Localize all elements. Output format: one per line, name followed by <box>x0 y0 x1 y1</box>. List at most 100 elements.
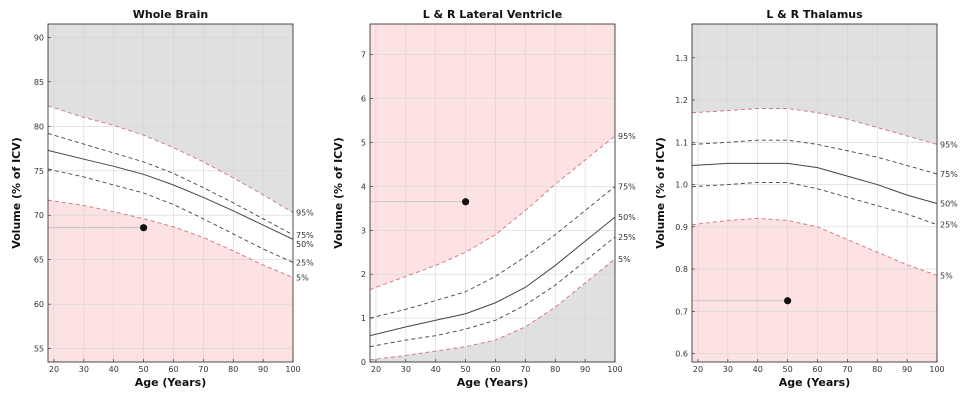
percentile-label: 25% <box>296 258 314 267</box>
x-tick-label: 50 <box>139 365 149 374</box>
x-tick-label: 60 <box>168 365 178 374</box>
x-tick-label: 30 <box>723 365 733 374</box>
percentile-label: 75% <box>618 182 636 191</box>
percentile-curve-25pct <box>48 168 293 263</box>
region-above-95 <box>48 24 293 213</box>
region-below-5 <box>370 258 615 362</box>
percentile-label: 95% <box>296 209 314 218</box>
percentile-label: 50% <box>618 213 636 222</box>
x-tick-label: 70 <box>842 365 852 374</box>
x-axis-label: Age (Years) <box>779 376 851 389</box>
x-tick-label: 80 <box>872 365 882 374</box>
plot-frame <box>691 23 938 363</box>
x-axis-label: Age (Years) <box>135 376 207 389</box>
chart-panel-1: 20 30 40 50 60 70 80 90 100 55 60 65 70 75 80 85 90 95% 75… <box>10 8 314 389</box>
percentile-label: 95% <box>618 132 636 141</box>
x-tick-label: 40 <box>753 365 763 374</box>
x-tick-label: 70 <box>520 365 530 374</box>
y-tick-label: 75 <box>34 167 44 176</box>
percentile-label: 75% <box>940 170 958 179</box>
percentile-curve-5pct <box>370 258 615 361</box>
x-tick-label: 20 <box>693 365 703 374</box>
y-tick-label: 1.0 <box>675 181 688 190</box>
percentile-label: 25% <box>940 221 958 230</box>
chart-panel-3: 20 30 40 50 60 70 80 90 100 0.6 0.7 0.8 0.9 1.0 1.1 1.2… <box>654 8 958 389</box>
y-axis-label: Volume (% of ICV) <box>654 137 667 249</box>
y-tick-label: 0.7 <box>675 307 688 316</box>
percentile-curve-50pct <box>370 216 615 337</box>
x-tick-label: 40 <box>109 365 119 374</box>
x-tick-label: 50 <box>783 365 793 374</box>
x-tick-label: 50 <box>461 365 471 374</box>
x-tick-label: 80 <box>550 365 560 374</box>
x-tick-label: 20 <box>49 365 59 374</box>
y-tick-label: 1.3 <box>675 54 688 63</box>
x-tick-label: 30 <box>401 365 411 374</box>
percentile-label: 95% <box>940 140 958 149</box>
percentile-curve-75pct <box>370 186 615 319</box>
x-tick-label: 30 <box>79 365 89 374</box>
x-tick-label: 40 <box>431 365 441 374</box>
y-axis-label: Volume (% of ICV) <box>332 137 345 249</box>
x-tick-label: 100 <box>929 365 944 374</box>
percentile-curve-95pct <box>692 108 937 145</box>
y-tick-label: 7 <box>361 51 366 60</box>
y-tick-label: 1 <box>361 314 366 323</box>
plot-frame <box>369 23 616 363</box>
y-tick-label: 2 <box>361 270 366 279</box>
chart-title: L & R Thalamus <box>766 8 863 21</box>
percentile-curve-50pct <box>48 149 293 240</box>
y-tick-label: 1.2 <box>675 96 688 105</box>
percentile-curve-5pct <box>48 199 293 278</box>
y-tick-label: 0.8 <box>675 265 688 274</box>
y-tick-label: 90 <box>34 33 44 42</box>
x-tick-label: 100 <box>607 365 622 374</box>
x-tick-label: 60 <box>812 365 822 374</box>
percentile-label: 5% <box>296 274 309 283</box>
y-tick-label: 1.1 <box>675 138 688 147</box>
percentile-curve-50pct <box>692 162 937 205</box>
percentile-curve-75pct <box>48 132 293 236</box>
y-tick-label: 4 <box>361 182 366 191</box>
y-tick-label: 80 <box>34 122 44 131</box>
y-tick-label: 85 <box>34 78 44 87</box>
region-below-5 <box>48 200 293 362</box>
x-tick-label: 70 <box>198 365 208 374</box>
percentile-curve-25pct <box>692 181 937 226</box>
region-above-95 <box>692 24 937 145</box>
y-tick-label: 0 <box>361 358 366 367</box>
plot-area <box>48 24 293 362</box>
y-tick-label: 55 <box>34 345 44 354</box>
chart-panel-2: 20 30 40 50 60 70 80 90 100 0 1 2 3 4 5 6 7 95% 75% 50% 25% 5… <box>332 8 636 389</box>
plot-area <box>692 24 937 362</box>
plot-frame <box>47 23 294 363</box>
percentile-label: 50% <box>296 240 314 249</box>
y-tick-label: 60 <box>34 300 44 309</box>
y-tick-label: 0.6 <box>675 350 688 359</box>
y-tick-label: 6 <box>361 95 366 104</box>
plot-area <box>370 24 615 362</box>
percentile-label: 75% <box>296 231 314 240</box>
x-tick-label: 90 <box>902 365 912 374</box>
x-tick-label: 90 <box>258 365 268 374</box>
percentile-curve-25pct <box>370 236 615 348</box>
subject-data-point <box>140 224 148 232</box>
x-tick-label: 90 <box>580 365 590 374</box>
percentile-label: 25% <box>618 233 636 242</box>
percentile-curve-95pct <box>370 135 615 290</box>
x-tick-label: 60 <box>490 365 500 374</box>
chart-title: Whole Brain <box>133 8 208 21</box>
percentile-curve-75pct <box>692 139 937 175</box>
subject-data-point <box>462 198 470 206</box>
percentile-label: 5% <box>940 271 953 280</box>
y-tick-label: 0.9 <box>675 223 688 232</box>
percentile-label: 5% <box>618 255 631 264</box>
x-tick-label: 20 <box>371 365 381 374</box>
y-tick-label: 65 <box>34 256 44 265</box>
y-axis-label: Volume (% of ICV) <box>10 137 23 249</box>
region-below-5 <box>692 218 937 362</box>
chart-title: L & R Lateral Ventricle <box>423 8 563 21</box>
percentile-curve-5pct <box>692 217 937 276</box>
